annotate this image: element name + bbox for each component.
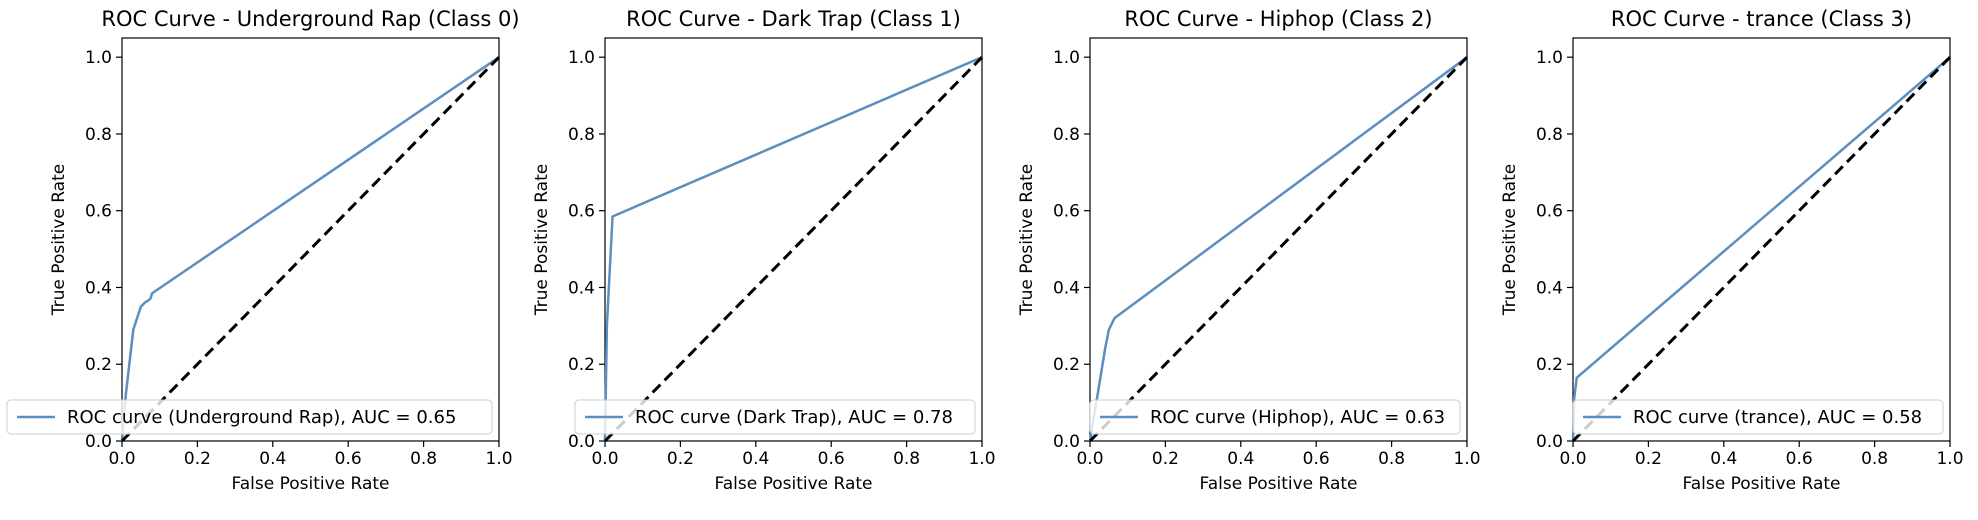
chance-diagonal-line bbox=[603, 56, 984, 443]
x-tick-label: 0.8 bbox=[893, 449, 920, 469]
x-tick-label: 0.2 bbox=[184, 449, 211, 469]
legend-label: ROC curve (Underground Rap), AUC = 0.65 bbox=[67, 407, 456, 428]
y-tick-label: 0.8 bbox=[1053, 125, 1080, 145]
x-axis-label: False Positive Rate bbox=[1683, 474, 1841, 494]
x-tick-label: 1.0 bbox=[485, 449, 512, 469]
y-axis-label: True Positive Rate bbox=[1500, 164, 1520, 316]
y-tick-label: 0.0 bbox=[568, 432, 595, 452]
chart-title: ROC Curve - Underground Rap (Class 0) bbox=[101, 7, 519, 31]
legend: ROC curve (Underground Rap), AUC = 0.65 bbox=[6, 399, 493, 435]
x-tick-label: 0.2 bbox=[667, 449, 694, 469]
y-tick-label: 0.6 bbox=[1536, 202, 1563, 222]
x-tick-label: 0.8 bbox=[1861, 449, 1888, 469]
roc-curve-line bbox=[1571, 56, 1951, 442]
x-tick-label: 0.0 bbox=[591, 449, 618, 469]
y-tick-label: 0.4 bbox=[1536, 278, 1563, 298]
x-tick-label: 0.8 bbox=[1378, 449, 1405, 469]
y-axis-label: True Positive Rate bbox=[1017, 164, 1037, 316]
roc-curve-line bbox=[603, 56, 983, 442]
roc-curve-line bbox=[120, 56, 500, 442]
legend-label: ROC curve (trance), AUC = 0.58 bbox=[1633, 407, 1922, 428]
y-axis-label: True Positive Rate bbox=[532, 164, 552, 316]
legend-box bbox=[1089, 399, 1461, 435]
chance-diagonal-line bbox=[120, 56, 501, 443]
x-tick-label: 0.0 bbox=[1559, 449, 1586, 469]
legend: ROC curve (Dark Trap), AUC = 0.78 bbox=[574, 399, 976, 435]
y-axis-label: True Positive Rate bbox=[49, 164, 69, 316]
plot-frame bbox=[1089, 37, 1468, 442]
y-tick-label: 0.6 bbox=[85, 202, 112, 222]
legend: ROC curve (trance), AUC = 0.58 bbox=[1572, 399, 1944, 435]
plot-frame bbox=[121, 37, 500, 442]
legend-box bbox=[1572, 399, 1944, 435]
chart-title: ROC Curve - Hiphop (Class 2) bbox=[1124, 7, 1432, 31]
y-tick-label: 0.6 bbox=[568, 202, 595, 222]
x-tick-label: 0.6 bbox=[818, 449, 845, 469]
y-tick-label: 1.0 bbox=[85, 48, 112, 68]
x-tick-label: 0.8 bbox=[410, 449, 437, 469]
x-tick-label: 0.2 bbox=[1635, 449, 1662, 469]
chart-panel-2: ROC Curve - Hiphop (Class 2) 0.0 0.2 0.4 0.6… bbox=[1017, 7, 1481, 494]
y-tick-label: 0.6 bbox=[1053, 202, 1080, 222]
x-tick-label: 0.4 bbox=[742, 449, 769, 469]
y-tick-label: 0.2 bbox=[85, 355, 112, 375]
x-tick-label: 1.0 bbox=[1453, 449, 1480, 469]
x-tick-label: 0.6 bbox=[1786, 449, 1813, 469]
x-tick-label: 1.0 bbox=[1936, 449, 1963, 469]
x-axis-label: False Positive Rate bbox=[232, 474, 390, 494]
y-tick-label: 0.2 bbox=[1053, 355, 1080, 375]
y-tick-label: 0.0 bbox=[1053, 432, 1080, 452]
legend-box bbox=[6, 399, 493, 435]
plot-frame bbox=[604, 37, 983, 442]
y-tick-label: 1.0 bbox=[1053, 48, 1080, 68]
x-tick-label: 0.4 bbox=[259, 449, 286, 469]
y-tick-label: 0.0 bbox=[85, 432, 112, 452]
y-tick-label: 1.0 bbox=[568, 48, 595, 68]
y-tick-label: 0.0 bbox=[1536, 432, 1563, 452]
chance-diagonal-line bbox=[1088, 56, 1469, 443]
chart-title: ROC Curve - trance (Class 3) bbox=[1611, 7, 1912, 31]
chart-panel-0: ROC Curve - Underground Rap (Class 0) 0.0… bbox=[6, 7, 520, 494]
y-tick-label: 1.0 bbox=[1536, 48, 1563, 68]
legend-box bbox=[574, 399, 976, 435]
x-tick-label: 0.6 bbox=[335, 449, 362, 469]
chart-title: ROC Curve - Dark Trap (Class 1) bbox=[626, 7, 961, 31]
y-tick-label: 0.4 bbox=[1053, 278, 1080, 298]
x-tick-label: 0.0 bbox=[1076, 449, 1103, 469]
y-tick-label: 0.4 bbox=[85, 278, 112, 298]
y-tick-label: 0.8 bbox=[1536, 125, 1563, 145]
x-tick-label: 0.4 bbox=[1710, 449, 1737, 469]
chance-diagonal-line bbox=[1571, 56, 1952, 443]
y-tick-label: 0.8 bbox=[85, 125, 112, 145]
x-tick-label: 0.0 bbox=[108, 449, 135, 469]
x-axis-label: False Positive Rate bbox=[715, 474, 873, 494]
x-tick-label: 0.4 bbox=[1227, 449, 1254, 469]
x-tick-label: 1.0 bbox=[968, 449, 995, 469]
chart-panel-1: ROC Curve - Dark Trap (Class 1) 0.0 0.2 0.4… bbox=[532, 7, 996, 494]
plot-frame bbox=[1572, 37, 1951, 442]
legend-label: ROC curve (Hiphop), AUC = 0.63 bbox=[1150, 407, 1445, 428]
y-tick-label: 0.8 bbox=[568, 125, 595, 145]
x-axis-label: False Positive Rate bbox=[1200, 474, 1358, 494]
x-tick-label: 0.2 bbox=[1152, 449, 1179, 469]
y-tick-label: 0.2 bbox=[1536, 355, 1563, 375]
legend-label: ROC curve (Dark Trap), AUC = 0.78 bbox=[635, 407, 953, 428]
roc-curve-line bbox=[1088, 56, 1468, 442]
y-tick-label: 0.4 bbox=[568, 278, 595, 298]
legend: ROC curve (Hiphop), AUC = 0.63 bbox=[1089, 399, 1461, 435]
chart-panel-3: ROC Curve - trance (Class 3) 0.0 0.2 0.4 0.6… bbox=[1500, 7, 1964, 494]
x-tick-label: 0.6 bbox=[1303, 449, 1330, 469]
y-tick-label: 0.2 bbox=[568, 355, 595, 375]
